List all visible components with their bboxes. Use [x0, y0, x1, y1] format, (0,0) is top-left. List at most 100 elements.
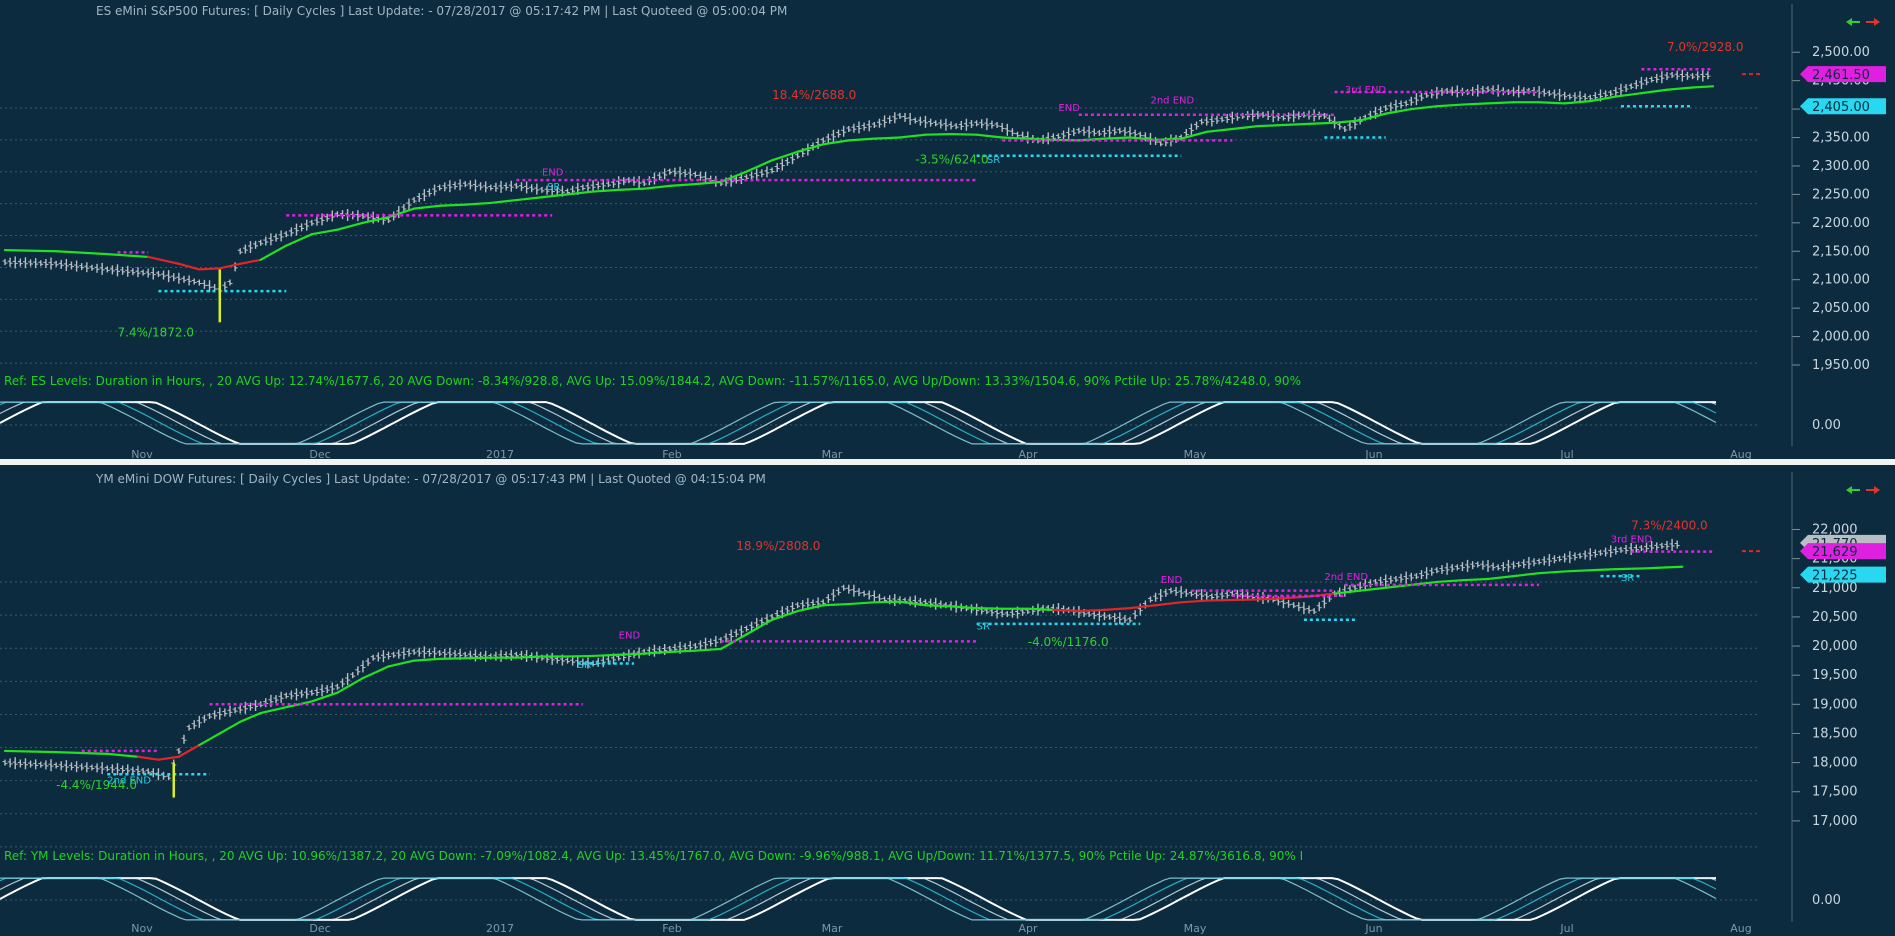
moving-average-segment	[975, 607, 1004, 610]
moving-average-segment	[1461, 577, 1490, 582]
chart-annotation: 7.0%/2928.0	[1667, 40, 1744, 54]
moving-average-segment	[106, 752, 140, 758]
chart-annotation: -4.0%/1176.0	[1028, 635, 1109, 649]
ref-levels-text: Ref: YM Levels: Duration in Hours, , 20 …	[4, 849, 1303, 863]
moving-average-segment	[1410, 105, 1438, 111]
moving-average-segment	[218, 720, 242, 735]
moving-average-segment	[617, 187, 646, 191]
moving-average-segment	[1359, 112, 1387, 122]
y-tick-label: 20,000	[1812, 639, 1858, 654]
moving-average-segment	[1256, 123, 1285, 128]
month-label: Feb	[662, 922, 681, 935]
month-label: Aug	[1730, 922, 1751, 935]
moving-average-segment	[1691, 85, 1715, 89]
moving-average-segment	[1512, 572, 1541, 578]
moving-average-segment	[847, 137, 876, 142]
osc-tick-label: 0.00	[1812, 893, 1841, 908]
moving-average-segment	[1589, 95, 1617, 103]
y-tick-label: 2,200.00	[1812, 216, 1870, 231]
moving-average-segment	[464, 656, 492, 660]
moving-average-segment	[745, 159, 774, 173]
moving-average-segment	[873, 600, 902, 604]
y-tick-label: 20,500	[1812, 610, 1858, 625]
moving-average-segment	[515, 655, 544, 659]
chart-annotation: END	[1161, 575, 1183, 586]
moving-average-segment	[1486, 575, 1515, 581]
y-tick-label: 18,500	[1812, 726, 1858, 741]
moving-average-segment	[924, 133, 953, 136]
month-label: Feb	[662, 448, 681, 461]
moving-average-segment	[1435, 579, 1464, 584]
month-label: May	[1184, 922, 1207, 935]
month-label: Jul	[1559, 922, 1573, 935]
y-tick-label: 2,050.00	[1812, 301, 1870, 316]
month-label: Aug	[1730, 448, 1751, 461]
y-tick-label: 2,000.00	[1812, 330, 1870, 345]
chart-annotation: 3rd END	[1345, 85, 1387, 96]
moving-average-segment	[694, 647, 723, 652]
moving-average-segment	[1231, 598, 1259, 602]
chart-annotation: 18.4%/2688.0	[772, 88, 856, 102]
month-label: May	[1184, 448, 1207, 461]
moving-average-segment	[566, 654, 595, 658]
month-label: Jun	[1364, 922, 1382, 935]
y-tick-label: 2,150.00	[1812, 244, 1870, 259]
moving-average-segment	[1563, 100, 1592, 105]
chart-annotation: END	[542, 168, 564, 179]
moving-average-segment	[3, 749, 58, 754]
moving-average-segment	[1538, 570, 1566, 575]
moving-average-segment	[719, 170, 748, 183]
month-label: 2017	[486, 922, 514, 935]
moving-average-segment	[3, 249, 58, 253]
moving-average-segment	[643, 184, 671, 190]
moving-average-segment	[361, 665, 390, 680]
cycle-oscillator-line	[0, 401, 1717, 445]
moving-average-segment	[177, 262, 201, 271]
y-tick-label: 2,250.00	[1812, 187, 1870, 202]
moving-average-segment	[1231, 125, 1259, 131]
y-tick-label: 2,350.00	[1812, 131, 1870, 146]
arrows-icon	[1866, 18, 1880, 26]
moving-average-segment	[1256, 597, 1285, 601]
moving-average-segment	[822, 139, 850, 146]
moving-average-segment	[515, 196, 544, 202]
moving-average-segment	[285, 233, 313, 247]
moving-average-segment	[1103, 607, 1132, 612]
moving-average-segment	[336, 676, 365, 694]
price-tag	[1800, 566, 1886, 583]
chart-annotation: 3rd END	[1611, 534, 1653, 545]
moving-average-segment	[438, 657, 467, 660]
chart-annotation: 7.3%/2400.0	[1631, 518, 1708, 532]
moving-average-segment	[1665, 86, 1694, 91]
chart-annotation: -4.4%/1944.0	[56, 778, 137, 792]
moving-average-segment	[387, 207, 416, 219]
moving-average-segment	[1282, 122, 1311, 127]
moving-average-segment	[796, 143, 825, 153]
moving-average-segment	[1359, 586, 1387, 592]
moving-average-segment	[1665, 565, 1684, 569]
moving-average-segment	[1052, 608, 1080, 613]
moving-average-segment	[1333, 119, 1362, 124]
moving-average-segment	[1026, 607, 1055, 612]
osc-tick-label: 0.00	[1812, 418, 1841, 433]
y-tick-label: 19,000	[1812, 697, 1858, 712]
moving-average-segment	[898, 133, 927, 139]
moving-average-segment	[310, 691, 339, 703]
moving-average-segment	[489, 198, 518, 205]
moving-average-segment	[259, 706, 288, 715]
moving-average-segment	[694, 180, 723, 186]
moving-average-segment	[1128, 136, 1157, 141]
month-label: Mar	[822, 922, 843, 935]
moving-average-segment	[1640, 566, 1669, 570]
moving-average-segment	[1410, 580, 1438, 586]
price-tag-label: 2,405.00	[1812, 100, 1870, 115]
moving-average-segment	[591, 188, 620, 193]
arrows-icon	[1866, 486, 1880, 494]
chart-annotation: SR	[578, 660, 591, 671]
moving-average-segment	[643, 650, 671, 655]
month-label: Dec	[309, 922, 330, 935]
price-tag-label: 21,629	[1812, 545, 1858, 560]
y-tick-label: 1,950.00	[1812, 358, 1870, 373]
moving-average-segment	[770, 609, 799, 621]
